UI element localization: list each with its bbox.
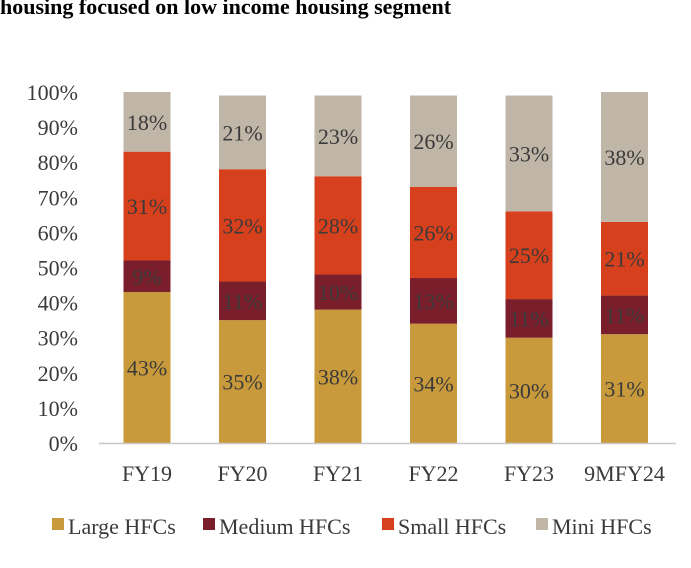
data-label: 9% bbox=[132, 264, 161, 289]
data-label: 32% bbox=[222, 213, 262, 238]
bar-segment bbox=[601, 221, 648, 296]
data-label: 28% bbox=[318, 213, 358, 238]
data-label: 21% bbox=[222, 120, 262, 145]
y-tick-label: 90% bbox=[38, 115, 78, 140]
data-label: 31% bbox=[127, 194, 167, 219]
data-label: 43% bbox=[127, 356, 167, 381]
bar-segment bbox=[410, 323, 457, 443]
data-label: 26% bbox=[413, 220, 453, 245]
bar-segment bbox=[123, 260, 171, 293]
data-label: 11% bbox=[605, 303, 645, 328]
x-tick-label: FY23 bbox=[504, 461, 554, 486]
bar-segment bbox=[314, 95, 362, 177]
x-tick-label: FY19 bbox=[122, 461, 172, 486]
bar-segment bbox=[505, 299, 553, 338]
y-tick-label: 20% bbox=[38, 361, 78, 386]
legend-label: Small HFCs bbox=[398, 514, 506, 539]
y-tick-label: 100% bbox=[27, 80, 78, 105]
bar-segment bbox=[123, 292, 171, 443]
data-label: 13% bbox=[413, 289, 453, 314]
x-tick-label: FY21 bbox=[313, 461, 363, 486]
bar-segment bbox=[505, 95, 553, 212]
bar-segment bbox=[123, 92, 171, 152]
data-label: 21% bbox=[604, 247, 644, 272]
y-tick-label: 60% bbox=[38, 220, 78, 245]
bar-segment bbox=[601, 92, 648, 222]
bar-segment bbox=[314, 309, 362, 443]
bar-segment bbox=[410, 95, 457, 187]
bar-segment bbox=[219, 320, 266, 443]
data-label: 35% bbox=[222, 370, 262, 395]
legend-label: Medium HFCs bbox=[219, 514, 350, 539]
data-label: 11% bbox=[223, 289, 263, 314]
y-tick-label: 10% bbox=[38, 396, 78, 421]
bar-segment bbox=[410, 278, 457, 324]
legend-swatch bbox=[536, 518, 548, 530]
bar-segment bbox=[505, 211, 553, 300]
data-label: 26% bbox=[413, 129, 453, 154]
data-label: 11% bbox=[509, 306, 549, 331]
data-label: 31% bbox=[604, 377, 644, 402]
bar-segment bbox=[123, 151, 171, 261]
data-label: 38% bbox=[604, 145, 644, 170]
legend-label: Mini HFCs bbox=[552, 514, 652, 539]
data-label: 25% bbox=[509, 243, 549, 268]
legend-swatch bbox=[203, 518, 215, 530]
data-label: 18% bbox=[127, 110, 167, 135]
bar-segment bbox=[314, 274, 362, 310]
bar-segment bbox=[505, 337, 553, 443]
bar-segment bbox=[601, 334, 648, 443]
data-label: 38% bbox=[318, 364, 358, 389]
bar-segment bbox=[410, 186, 457, 279]
bar-segment bbox=[219, 95, 266, 170]
y-tick-label: 50% bbox=[38, 256, 78, 281]
x-tick-label: FY20 bbox=[217, 461, 267, 486]
data-label: 30% bbox=[509, 378, 549, 403]
y-tick-label: 80% bbox=[38, 150, 78, 175]
data-label: 33% bbox=[509, 141, 549, 166]
legend-swatch bbox=[52, 518, 64, 530]
legend-label: Large HFCs bbox=[68, 514, 176, 539]
bar-segment bbox=[219, 169, 266, 282]
bar-segment bbox=[219, 281, 266, 321]
data-label: 23% bbox=[318, 124, 358, 149]
data-label: 10% bbox=[318, 280, 358, 305]
y-tick-label: 30% bbox=[38, 326, 78, 351]
bar-segment bbox=[314, 176, 362, 275]
x-tick-label: 9MFY24 bbox=[584, 461, 665, 486]
x-tick-label: FY22 bbox=[408, 461, 458, 486]
bar-segment bbox=[601, 295, 648, 335]
legend-swatch bbox=[382, 518, 394, 530]
chart-title: housing focused on low income housing se… bbox=[0, 0, 452, 19]
y-tick-label: 70% bbox=[38, 185, 78, 210]
y-tick-label: 40% bbox=[38, 291, 78, 316]
y-tick-label: 0% bbox=[49, 431, 78, 456]
data-label: 34% bbox=[413, 371, 453, 396]
